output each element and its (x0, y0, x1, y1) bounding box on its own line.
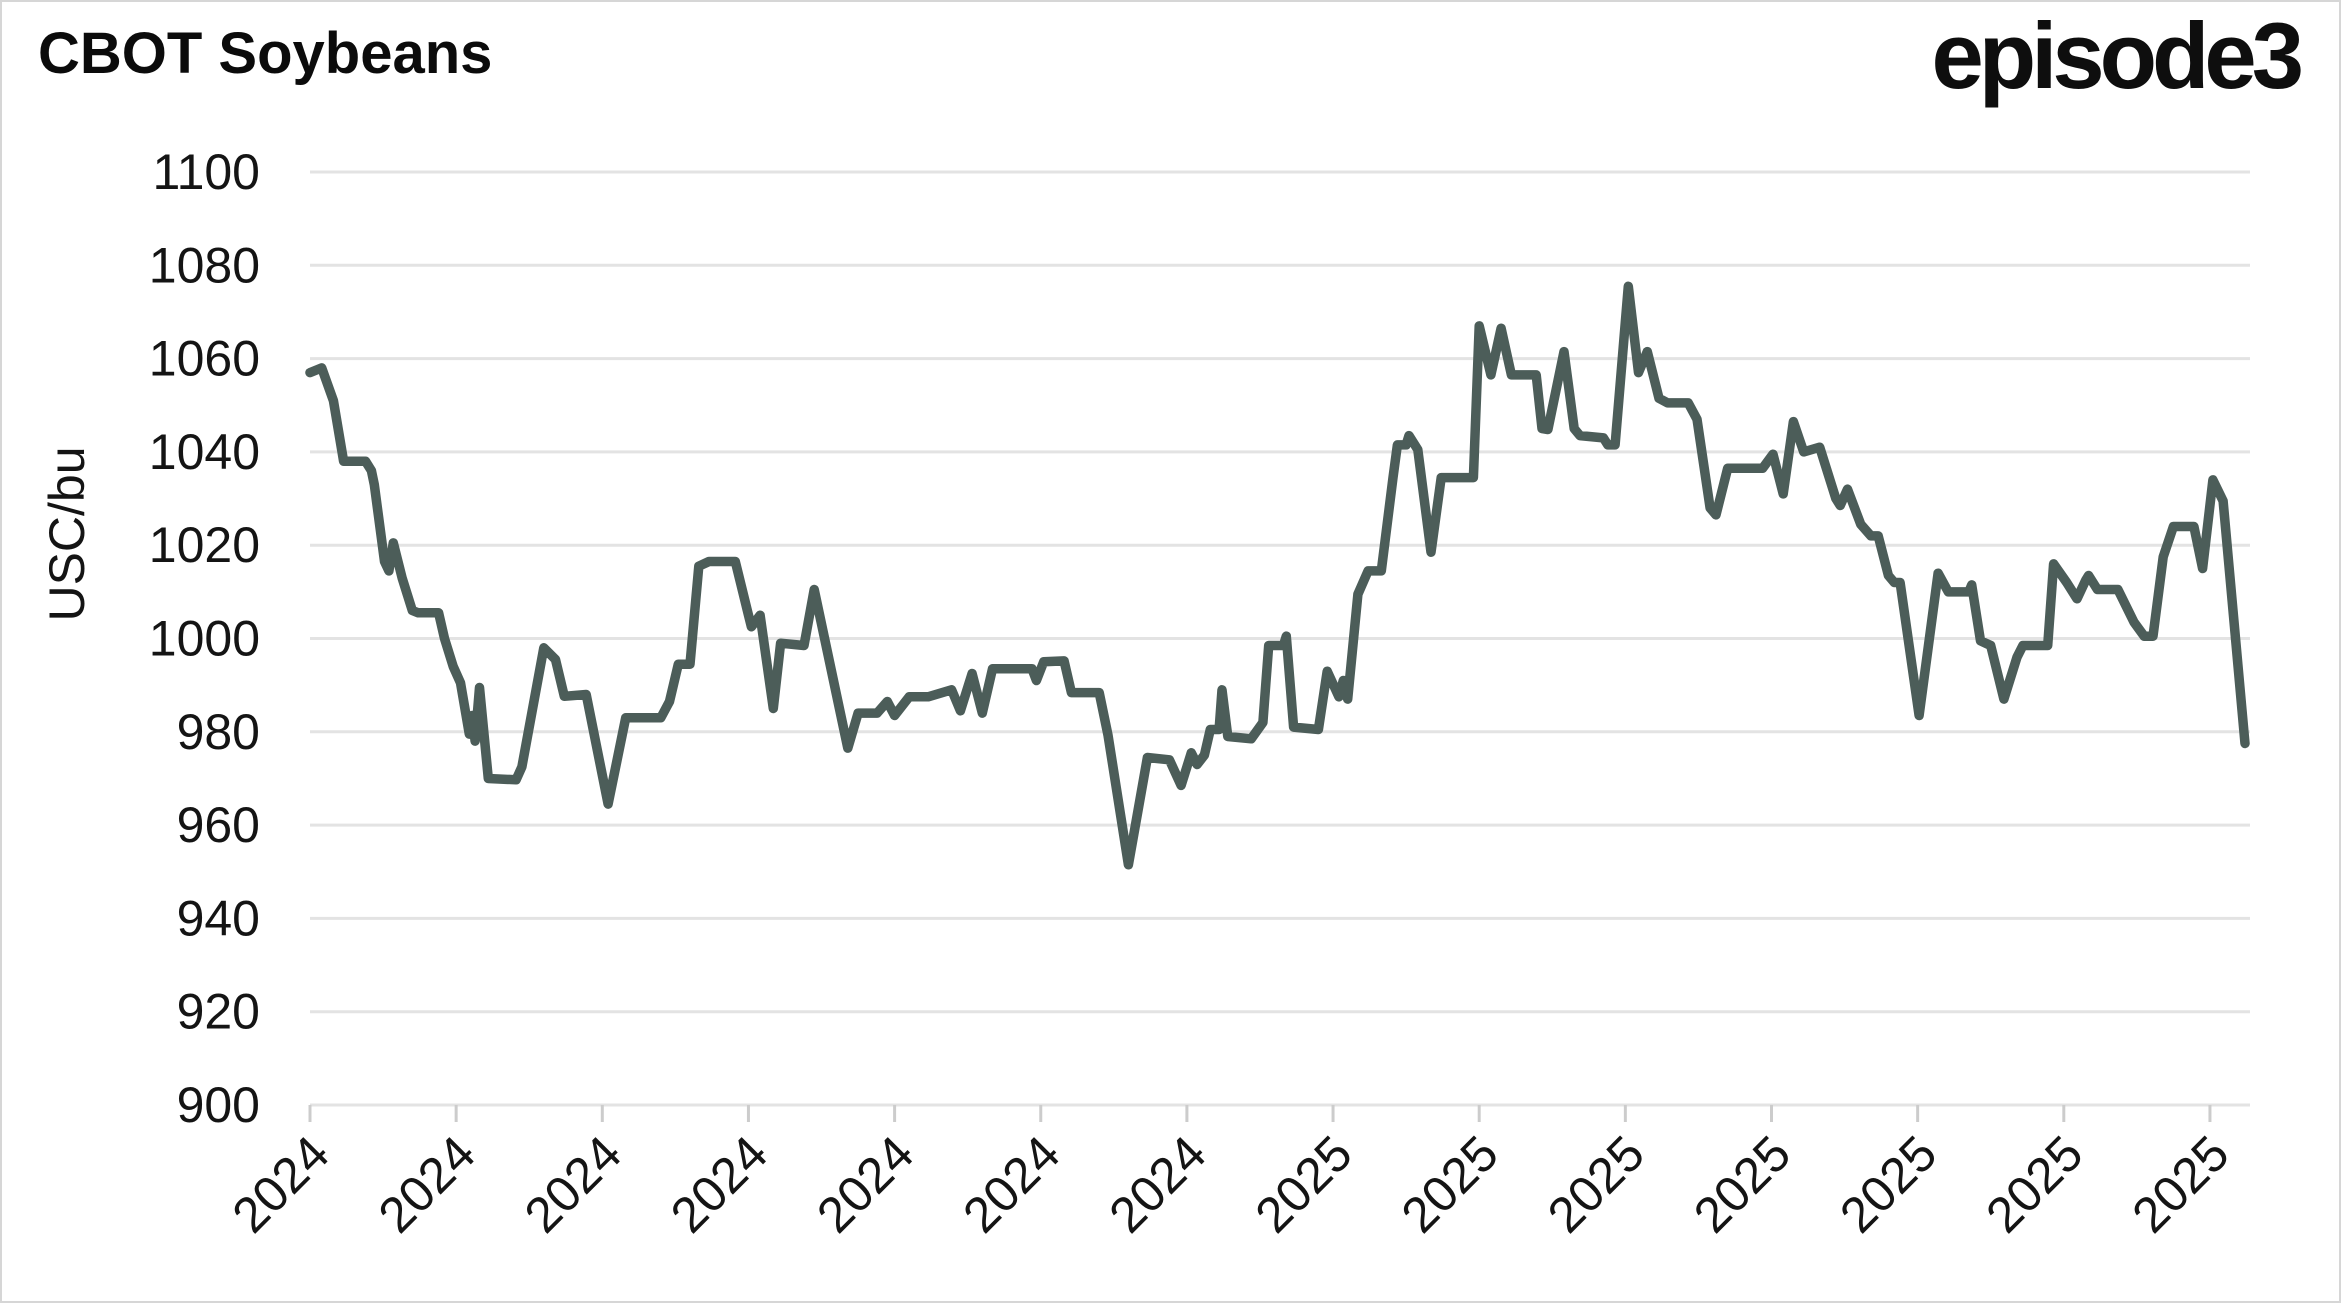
x-tick-label: 2025 (1829, 1125, 1947, 1243)
x-tick-label: 2025 (2121, 1125, 2239, 1243)
y-tick-label: 1000 (149, 611, 260, 667)
y-tick-label: 1020 (149, 517, 260, 573)
x-tick-label: 2025 (1245, 1125, 1363, 1243)
y-tick-label: 1060 (149, 331, 260, 387)
page-title: CBOT Soybeans (38, 21, 493, 86)
y-axis-tick-labels: 1100 1080 1060 1040 1020 1000 980 960 940 920 900 (149, 144, 260, 1133)
x-tick-label: 2025 (1537, 1125, 1655, 1243)
x-tick-label: 2025 (1683, 1125, 1801, 1243)
x-tick-label: 2025 (1391, 1125, 1509, 1243)
y-tick-label: 980 (177, 704, 260, 760)
y-tick-label: 1080 (149, 237, 260, 293)
x-tick-label: 2024 (368, 1125, 486, 1243)
x-tick-label: 2024 (514, 1125, 632, 1243)
x-tick-label: 2024 (660, 1125, 778, 1243)
y-tick-label: 920 (177, 984, 260, 1040)
y-tick-label: 940 (177, 890, 260, 946)
price-line-series (305, 281, 2250, 870)
y-tick-label: 1100 (152, 144, 260, 200)
episode3-logo: episode3 (1931, 3, 2304, 108)
x-tick-label: 2024 (806, 1125, 924, 1243)
x-tick-label: 2025 (1975, 1125, 2093, 1243)
x-tick-label: 2024 (1098, 1125, 1216, 1243)
gridlines (310, 170, 2250, 1107)
x-axis-tick-marks (308, 1105, 2212, 1122)
y-tick-label: 900 (177, 1077, 260, 1133)
x-tick-label: 2024 (952, 1125, 1070, 1243)
y-tick-label: 1040 (149, 424, 260, 480)
x-tick-label: 2024 (222, 1125, 340, 1243)
x-axis-tick-labels: 2024 2024 2024 2024 2024 2024 2024 2025 2025 2025… (222, 1125, 2240, 1243)
y-tick-label: 960 (177, 797, 260, 853)
y-axis-title: USC/bu (39, 446, 95, 621)
